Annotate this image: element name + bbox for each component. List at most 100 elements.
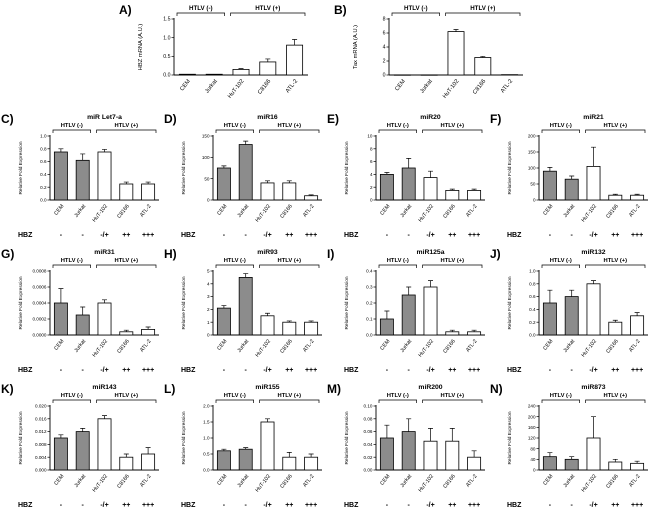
y-tick-label: 2 [383, 59, 386, 65]
group-bracket [215, 399, 254, 403]
y-tick-label: 0.0 [529, 333, 536, 338]
category-label: HuT-102 [581, 204, 598, 224]
group-bracket [585, 399, 646, 403]
error-bar-Jurkat [569, 456, 575, 460]
panel-letter: M) [327, 382, 341, 396]
error-bar-HuT-102 [102, 149, 107, 152]
panel-I: I) miR125a HTLV (-) HTLV (+) 0.0 0.1 0.2 0.3 0.4… [327, 246, 490, 378]
group-label: HTLV (+) [115, 393, 139, 399]
y-tick-label: 0 [207, 333, 210, 338]
panel-H: H) miR93 HTLV (-) HTLV (+) 0 1 2 3 4 5 Relative Fo… [164, 246, 327, 378]
bar-Jurkat [564, 458, 579, 471]
hbz-value: - [386, 367, 389, 374]
hbz-value: +++ [468, 232, 480, 239]
category-label: CEM [216, 338, 228, 352]
panel-B: B) HTLV (-) HTLV (+) 0 2 4 6 8 Tax mRNA (A.U.) CE… [334, 2, 531, 108]
error-bar-Jurkat [80, 153, 86, 161]
hbz-row-label: HBZ [344, 367, 359, 374]
bar-C8166 [119, 331, 134, 336]
hbz-value: -/+ [589, 502, 597, 509]
error-bar-Jurkat [80, 428, 86, 432]
group-bracket [422, 129, 483, 133]
category-label: C8166 [279, 339, 294, 355]
group-label: HTLV (+) [278, 258, 302, 264]
y-tick-label: 0.0008 [32, 269, 46, 274]
y-tick-label: 0.4 [366, 269, 373, 274]
bar-Jurkat [401, 294, 416, 336]
hbz-value: +++ [631, 232, 643, 239]
error-bar-ATL-2 [145, 326, 151, 330]
bar-CEM [178, 73, 196, 76]
category-label: HuT-102 [418, 339, 435, 359]
category-label: C8166 [116, 204, 131, 220]
group-label: HTLV (+) [604, 393, 628, 399]
y-tick-label: 0 [533, 468, 536, 473]
bar-CEM [542, 302, 557, 336]
error-bar-C8166 [449, 428, 455, 442]
bar-C8166 [608, 321, 623, 336]
hbz-row-label: HBZ [18, 502, 33, 509]
category-label: ATL-2 [139, 339, 153, 354]
y-tick-label: 6 [370, 159, 373, 164]
group-label: HTLV (+) [115, 123, 139, 129]
y-tick-label: 150 [528, 150, 536, 155]
bar-HuT-102 [423, 286, 438, 336]
y-tick-label: 1.0 [203, 436, 210, 441]
category-label: ATL-2 [139, 474, 153, 489]
bar-C8166 [119, 456, 134, 471]
category-label: CEM [216, 473, 228, 487]
y-tick-label: 50 [204, 176, 210, 181]
category-label: CEM [53, 203, 65, 217]
group-label: HTLV (-) [387, 123, 409, 129]
group-bracket [445, 12, 521, 16]
group-bracket [585, 264, 646, 268]
y-tick-label: 8 [383, 17, 386, 23]
chart-mir-let7-a: miR Let7-a HTLV (-) HTLV (+) 0.0 0.2 0.4 0.6 0.… [18, 114, 159, 239]
error-bar-HuT-102 [428, 280, 433, 287]
bar-CEM [216, 307, 231, 336]
category-label: CEM [53, 473, 65, 487]
y-tick-label: 0.10 [364, 404, 373, 409]
bar-ATL-2 [467, 456, 482, 471]
category-label: ATL-2 [465, 339, 479, 354]
y-axis-label: Relative Fold Expression [181, 411, 187, 464]
panel-G: G) miR31 HTLV (-) HTLV (+) 0.0000 0.0002 0.000… [1, 246, 164, 378]
chart-mir20: miR20 HTLV (-) HTLV (+) 0 2 4 6 8 10 Relative Fol… [344, 114, 485, 239]
bar-HuT-102 [586, 283, 601, 336]
error-bar-C8166 [449, 188, 455, 191]
error-bar-ATL-2 [634, 312, 640, 316]
category-label: CEM [394, 78, 407, 92]
error-bar-C8166 [286, 180, 292, 183]
y-tick-label: 160 [528, 425, 536, 430]
y-tick-label: 0.0 [203, 468, 210, 473]
group-label: HTLV (+) [278, 123, 302, 129]
panel-letter: D) [164, 112, 177, 126]
hbz-value: - [60, 367, 63, 374]
bar-C8166 [445, 331, 460, 336]
group-bracket [378, 399, 417, 403]
hbz-value: -/+ [263, 367, 271, 374]
y-tick-label: 0.06 [364, 429, 373, 434]
error-bar-CEM [384, 172, 390, 175]
category-label: C8166 [257, 79, 272, 96]
group-bracket [422, 264, 483, 268]
panel-K: K) miR143 HTLV (-) HTLV (+) 0.000 0.004 0.008 0… [1, 381, 164, 513]
panel-letter: J) [490, 247, 501, 261]
category-label: CEM [542, 203, 554, 217]
bar-CEM [53, 151, 68, 201]
y-axis-label: Relative Fold Expression [18, 141, 24, 194]
hbz-value: ++ [122, 232, 130, 239]
hbz-value: - [223, 502, 226, 509]
group-label: HTLV (-) [387, 393, 409, 399]
hbz-value: - [571, 232, 574, 239]
y-tick-label: 0.6 [40, 159, 47, 164]
y-tick-label: 1.0 [40, 134, 47, 139]
y-tick-label: 0.016 [35, 416, 47, 421]
error-bar-HuT-102 [102, 415, 107, 419]
y-tick-label: 50 [530, 182, 536, 187]
hbz-value: +++ [305, 232, 317, 239]
category-label: ATL-2 [285, 79, 299, 95]
hbz-value: - [223, 232, 226, 239]
error-bar-CEM [58, 288, 64, 303]
